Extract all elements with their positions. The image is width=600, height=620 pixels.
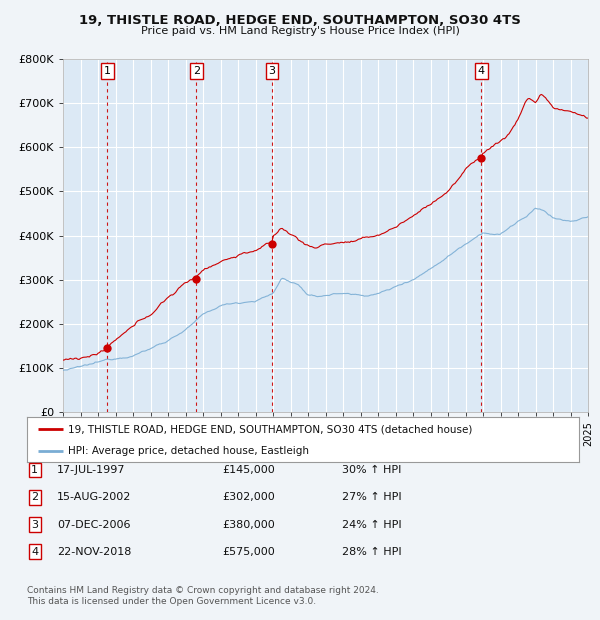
- Text: 19, THISTLE ROAD, HEDGE END, SOUTHAMPTON, SO30 4TS (detached house): 19, THISTLE ROAD, HEDGE END, SOUTHAMPTON…: [68, 424, 473, 435]
- Text: 4: 4: [478, 66, 485, 76]
- Text: £575,000: £575,000: [222, 547, 275, 557]
- Text: £145,000: £145,000: [222, 465, 275, 475]
- Text: 2: 2: [31, 492, 38, 502]
- Text: 3: 3: [31, 520, 38, 529]
- Text: 07-DEC-2006: 07-DEC-2006: [57, 520, 131, 529]
- Text: 27% ↑ HPI: 27% ↑ HPI: [342, 492, 401, 502]
- Text: Price paid vs. HM Land Registry's House Price Index (HPI): Price paid vs. HM Land Registry's House …: [140, 26, 460, 36]
- Text: 3: 3: [268, 66, 275, 76]
- Text: 30% ↑ HPI: 30% ↑ HPI: [342, 465, 401, 475]
- Text: 4: 4: [31, 547, 38, 557]
- Text: 1: 1: [31, 465, 38, 475]
- Text: HPI: Average price, detached house, Eastleigh: HPI: Average price, detached house, East…: [68, 446, 310, 456]
- Text: 28% ↑ HPI: 28% ↑ HPI: [342, 547, 401, 557]
- Text: 17-JUL-1997: 17-JUL-1997: [57, 465, 125, 475]
- Text: 24% ↑ HPI: 24% ↑ HPI: [342, 520, 401, 529]
- Text: £302,000: £302,000: [222, 492, 275, 502]
- Text: 19, THISTLE ROAD, HEDGE END, SOUTHAMPTON, SO30 4TS: 19, THISTLE ROAD, HEDGE END, SOUTHAMPTON…: [79, 14, 521, 27]
- Text: 2: 2: [193, 66, 200, 76]
- Text: £380,000: £380,000: [222, 520, 275, 529]
- Text: Contains HM Land Registry data © Crown copyright and database right 2024.
This d: Contains HM Land Registry data © Crown c…: [27, 585, 379, 606]
- Text: 1: 1: [104, 66, 111, 76]
- Text: 22-NOV-2018: 22-NOV-2018: [57, 547, 131, 557]
- Text: 15-AUG-2002: 15-AUG-2002: [57, 492, 131, 502]
